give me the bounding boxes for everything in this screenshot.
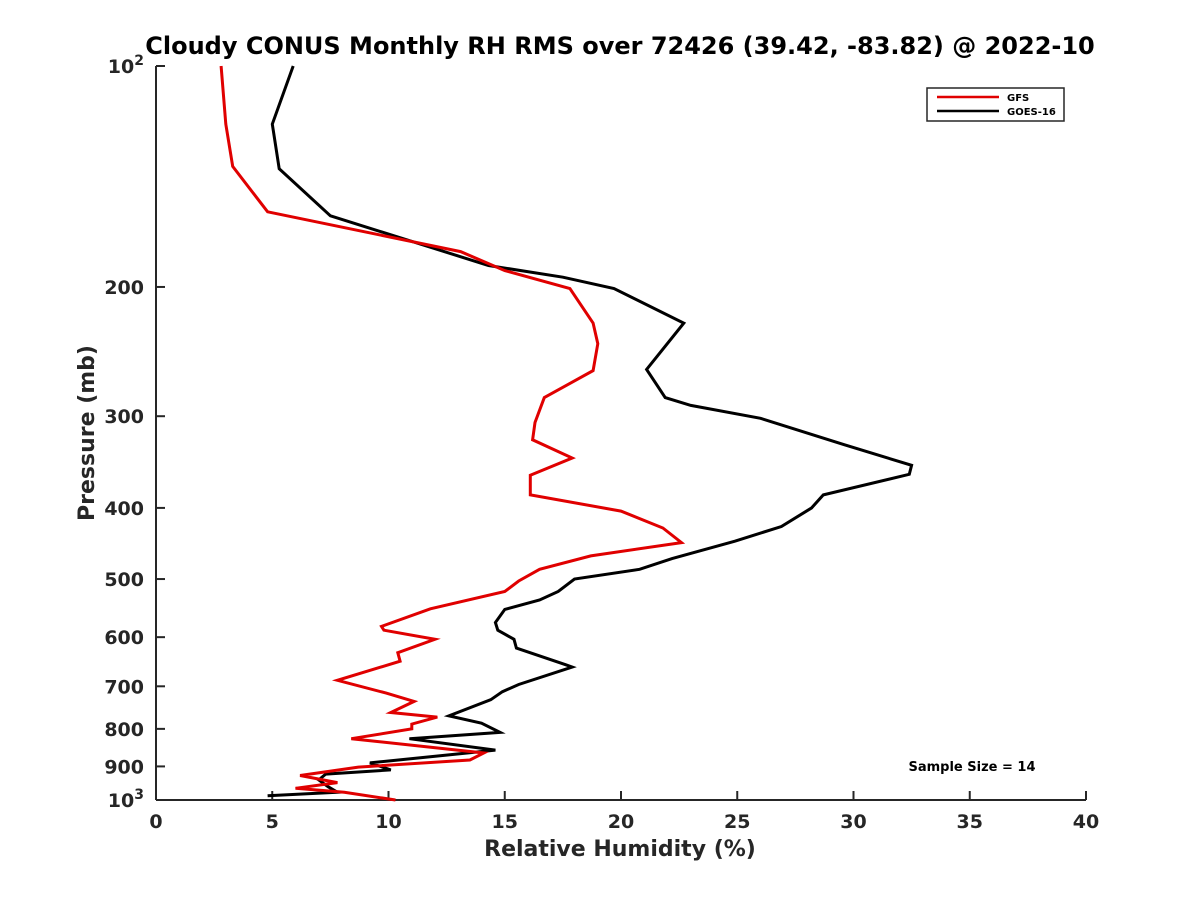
x-tick-label: 5 [266,811,279,833]
legend-label: GFS [1007,93,1029,104]
y-tick-label: 102 [108,53,144,78]
x-tick-label: 35 [957,811,983,833]
legend-label: GOES-16 [1007,107,1056,118]
series-layer [219,65,914,802]
y-tick-label: 600 [104,627,144,649]
x-tick-label: 15 [492,811,518,833]
x-tick-label: 25 [724,811,750,833]
y-tick-label: 900 [104,756,144,778]
y-axis-ticks: 102 200 300 400 500 600 700 800 900 103 [104,53,165,812]
y-tick-label: 500 [104,569,144,591]
sample-size-annotation: Sample Size = 14 [908,760,1035,775]
series-line-gfs [219,65,686,802]
legend-box [926,87,1065,122]
chart-title: Cloudy CONUS Monthly RH RMS over 72426 (… [145,32,1095,60]
y-tick-label: 300 [104,406,144,428]
x-axis-ticks: 0 5 10 15 20 25 30 35 40 [149,791,1099,833]
x-tick-label: 30 [840,811,866,833]
x-axis-label: Relative Humidity (%) [484,837,756,862]
y-axis-label: Pressure (mb) [75,345,100,521]
x-tick-label: 10 [375,811,401,833]
series-line-goes-16 [267,65,914,798]
y-tick-label: 200 [104,277,144,299]
y-tick-label: 800 [104,719,144,741]
y-tick-label: 700 [104,676,144,698]
y-tick-label: 400 [104,498,144,520]
legend: GFS GOES-16 [926,87,1065,122]
x-tick-label: 20 [608,811,634,833]
x-tick-label: 40 [1073,811,1099,833]
y-tick-label: 103 [108,787,144,812]
x-tick-label: 0 [149,811,162,833]
